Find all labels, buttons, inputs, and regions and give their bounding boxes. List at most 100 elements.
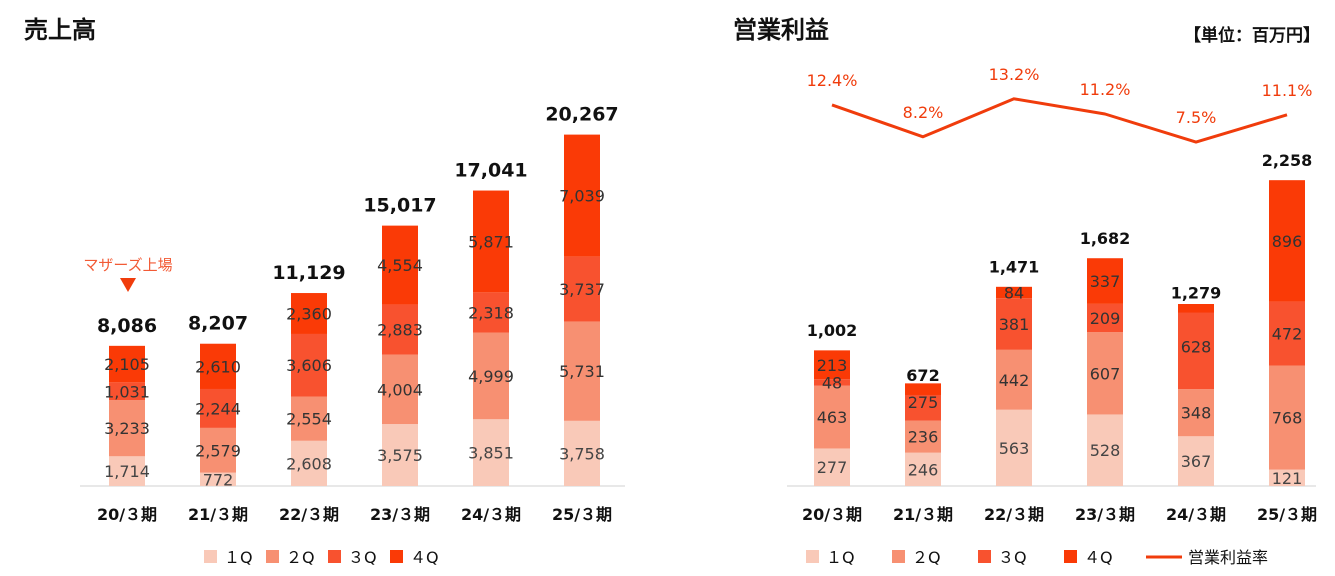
sales-category-label: 23/３期 bbox=[370, 505, 430, 524]
operating-margin-label: 11.2% bbox=[1080, 80, 1131, 99]
profit-value-label: 367 bbox=[1181, 452, 1212, 471]
profit-bar-segment bbox=[996, 349, 1032, 410]
sales-value-label: 3,606 bbox=[286, 356, 332, 375]
profit-value-label: 277 bbox=[817, 458, 848, 477]
sales-bar-segment bbox=[382, 424, 418, 486]
sales-bar-segment bbox=[473, 292, 509, 333]
profit-bar-segment bbox=[814, 379, 850, 386]
profit-total-label: 1,682 bbox=[1080, 229, 1131, 248]
sales-value-label: 2,360 bbox=[286, 305, 332, 324]
unit-note: 【単位：百万円】 bbox=[1184, 25, 1320, 46]
profit-value-label: 348 bbox=[1181, 404, 1212, 423]
profit-bar-segment bbox=[1269, 301, 1305, 366]
sales-bar-segment bbox=[382, 354, 418, 425]
sales-value-label: 2,105 bbox=[104, 355, 150, 374]
sales-legend-label: ２Q bbox=[286, 548, 315, 567]
sales-bar-segment bbox=[473, 190, 509, 293]
profit-total-label: 1,471 bbox=[989, 258, 1040, 277]
profit-bar-segment bbox=[1178, 389, 1214, 437]
sales-legend-swatch bbox=[390, 550, 403, 563]
profit-category-label: 20/３期 bbox=[802, 505, 862, 524]
sales-legend-label: １Q bbox=[224, 548, 253, 567]
profit-bar-segment bbox=[814, 385, 850, 449]
sales-bar-segment bbox=[564, 420, 600, 486]
sales-bar-segment bbox=[109, 345, 145, 383]
profit-value-label: 275 bbox=[908, 393, 939, 412]
sales-value-label: 3,851 bbox=[468, 444, 514, 463]
profit-total-label: 1,002 bbox=[807, 321, 858, 340]
profit-legend-label: ４Q bbox=[1084, 548, 1113, 567]
operating-margin-label: 13.2% bbox=[989, 65, 1040, 84]
sales-bar-segment bbox=[109, 400, 145, 457]
sales-legend-swatch bbox=[328, 550, 341, 563]
operating-margin-label: 8.2% bbox=[903, 103, 944, 122]
profit-bar-segment bbox=[1087, 303, 1123, 333]
profit-total-label: 1,279 bbox=[1171, 284, 1222, 303]
sales-bar-segment bbox=[200, 343, 236, 389]
profit-bar-segment bbox=[814, 448, 850, 486]
listing-annotation-arrow bbox=[120, 278, 136, 292]
sales-total-label: 20,267 bbox=[545, 104, 618, 126]
profit-bar-segment bbox=[1178, 304, 1214, 313]
profit-bar-segment bbox=[996, 298, 1032, 350]
operating-margin-label: 12.4% bbox=[807, 71, 858, 90]
sales-value-label: 1,031 bbox=[104, 382, 150, 401]
sales-value-label: 772 bbox=[203, 470, 234, 489]
profit-value-label: 463 bbox=[817, 408, 848, 427]
profit-total-label: 672 bbox=[906, 366, 939, 385]
profit-legend-swatch bbox=[978, 550, 991, 563]
profit-legend-label: ３Q bbox=[998, 548, 1027, 567]
sales-value-label: 3,575 bbox=[377, 446, 423, 465]
profit-bar-segment bbox=[905, 420, 941, 453]
sales-bar-segment bbox=[473, 332, 509, 420]
sales-bar-segment bbox=[382, 304, 418, 355]
profit-value-label: 628 bbox=[1181, 338, 1212, 357]
sales-bar-segment bbox=[291, 396, 327, 441]
sales-value-label: 2,318 bbox=[468, 303, 514, 322]
sales-total-label: 15,017 bbox=[363, 195, 436, 217]
sales-legend-label: ４Q bbox=[410, 548, 439, 567]
sales-value-label: 3,233 bbox=[104, 419, 150, 438]
sales-bar-segment bbox=[109, 456, 145, 486]
operating-margin-label: 11.1% bbox=[1262, 81, 1313, 100]
sales-category-label: 20/３期 bbox=[97, 505, 157, 524]
sales-bar-segment bbox=[109, 382, 145, 401]
sales-bar-segment bbox=[473, 419, 509, 486]
operating-margin-label: 7.5% bbox=[1176, 108, 1217, 127]
sales-bar-segment bbox=[564, 256, 600, 322]
profit-bar-segment bbox=[1178, 436, 1214, 486]
sales-bar-segment bbox=[291, 333, 327, 397]
sales-value-label: 5,731 bbox=[559, 362, 605, 381]
profit-bar-segment bbox=[1087, 414, 1123, 486]
sales-legend-label: ３Q bbox=[348, 548, 377, 567]
profit-bar-segment bbox=[996, 286, 1032, 299]
profit-category-label: 25/３期 bbox=[1257, 505, 1317, 524]
sales-bar-segment bbox=[382, 225, 418, 305]
sales-total-label: 8,207 bbox=[188, 313, 248, 335]
profit-value-label: 381 bbox=[999, 315, 1030, 334]
profit-category-label: 22/３期 bbox=[984, 505, 1044, 524]
profit-value-label: 236 bbox=[908, 428, 939, 447]
operating-margin-line bbox=[831, 97, 1288, 144]
profit-bar-segment bbox=[1269, 365, 1305, 470]
sales-total-label: 17,041 bbox=[454, 160, 527, 182]
profit-bar-segment bbox=[1178, 304, 1214, 390]
sales-bar-segment bbox=[200, 388, 236, 428]
profit-category-label: 23/３期 bbox=[1075, 505, 1135, 524]
profit-total-label: 2,258 bbox=[1262, 151, 1313, 170]
profit-legend-label: １Q bbox=[826, 548, 855, 567]
profit-value-label: 246 bbox=[908, 460, 939, 479]
profit-category-label: 21/３期 bbox=[893, 505, 953, 524]
profit-legend-swatch bbox=[806, 550, 819, 563]
sales-total-label: 8,086 bbox=[97, 315, 157, 337]
sales-value-label: 2,610 bbox=[195, 357, 241, 376]
profit-value-label: 48 bbox=[822, 373, 842, 392]
sales-legend-swatch bbox=[204, 550, 217, 563]
profit-value-label: 472 bbox=[1272, 325, 1303, 344]
sales-category-label: 21/３期 bbox=[188, 505, 248, 524]
sales-legend-swatch bbox=[266, 550, 279, 563]
sales-value-label: 3,737 bbox=[559, 280, 605, 299]
sales-value-label: 4,004 bbox=[377, 380, 423, 399]
profit-category-label: 24/３期 bbox=[1166, 505, 1226, 524]
profit-value-label: 121 bbox=[1272, 469, 1303, 488]
